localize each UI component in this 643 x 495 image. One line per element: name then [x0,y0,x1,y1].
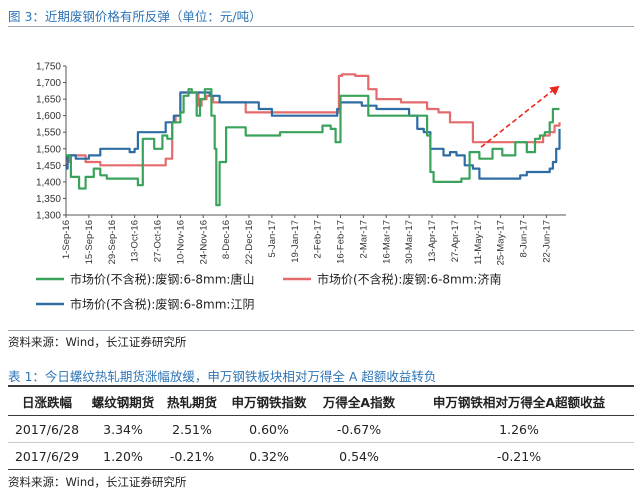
y-tick-label: 1,650 [36,95,61,106]
y-tick-label: 1,350 [36,194,61,205]
trend-arrow-head [549,85,560,96]
legend-label: 市场价(不含税):废钢:6-8mm:江阴 [70,297,254,312]
trend-arrow [480,85,560,148]
legend-label: 市场价(不含税):废钢:6-8mm:唐山 [70,272,254,287]
y-axis: 1,300 1,350 1,400 1,450 1,500 1,550 1,600 1,650… [36,62,67,222]
y-tick-label: 1,600 [36,111,61,122]
cell-wind-all-a: 0.54% [314,442,404,470]
cell-sw-steel: 0.32% [224,442,314,470]
col-header-sw-steel-index: 申万钢铁指数 [224,386,314,416]
cell-date: 2017/6/28 [8,415,86,443]
title-divider [8,26,634,27]
series-line-jinan [66,73,561,167]
y-tick-label: 1,750 [36,62,61,73]
source-note-chart: 资料来源：Wind，长江证券研究所 [8,335,187,349]
col-header-date: 日涨跌幅 [8,386,86,416]
cell-rebar: 1.20% [86,442,160,470]
x-tick-label: 16-Mar-17 [381,220,392,264]
x-tick-label: 25-May-17 [496,220,507,265]
cell-hrc: 2.51% [160,415,224,443]
cell-hrc: -0.21% [160,442,224,470]
x-tick-label: 22-Jun-17 [541,220,552,263]
y-tick-label: 1,300 [36,211,61,222]
series-layer [66,73,561,207]
x-tick-label: 27-Oct-16 [153,220,164,262]
legend-label: 市场价(不含税):废钢:6-8mm:济南 [317,272,501,287]
y-tick-label: 1,700 [36,78,61,89]
table-header-row: 日涨跌幅 螺纹钢期货 热轧期货 申万钢铁指数 万得全A指数 申万钢铁相对万得全A… [8,386,634,416]
x-tick-label: 1-Sep-16 [61,220,72,259]
y-tick-label: 1,450 [36,161,61,172]
col-header-rebar-futures: 螺纹钢期货 [86,386,160,416]
col-header-excess-return: 申万钢铁相对万得全A超额收益 [404,386,634,416]
cell-sw-steel: 0.60% [224,415,314,443]
x-tick-label: 24-Nov-16 [198,220,209,264]
legend: 市场价(不含税):废钢:6-8mm:唐山 市场价(不含税):废钢:6-8mm:济南… [36,272,501,312]
cell-excess: 1.26% [404,415,634,443]
x-tick-label: 8-Dec-16 [221,220,232,259]
series-line-tangshan [66,88,560,207]
x-axis: 1-Sep-16 15-Sep-16 29-Sep-16 13-Oct-16 27-Oc… [61,214,566,265]
y-tick-label: 1,500 [36,144,61,155]
cell-excess: -0.21% [404,442,634,470]
table-row: 2017/6/28 3.34% 2.51% 0.60% -0.67% 1.26% [8,415,634,443]
y-tick-label: 1,400 [36,177,61,188]
x-tick-label: 19-Jan-17 [290,220,301,263]
x-tick-label: 27-Apr-17 [450,220,461,262]
y-tick-label: 1,550 [36,128,61,139]
returns-table: 日涨跌幅 螺纹钢期货 热轧期货 申万钢铁指数 万得全A指数 申万钢铁相对万得全A… [8,385,634,470]
col-header-hrc-futures: 热轧期货 [160,386,224,416]
cell-rebar: 3.34% [86,415,160,443]
table-row: 2017/6/29 1.20% -0.21% 0.32% 0.54% -0.21… [8,442,634,470]
x-tick-label: 2-Mar-17 [358,220,369,259]
x-tick-label: 2-Feb-17 [313,220,324,259]
col-header-wind-all-a: 万得全A指数 [314,386,404,416]
figure-title: 图 3：近期废钢价格有所反弹（单位：元/吨） [8,9,262,24]
x-tick-label: 13-Apr-17 [427,220,438,262]
table-title: 表 1：今日螺纹热轧期货涨幅放缓，申万钢铁板块相对万得全 A 超额收益转负 [8,369,437,384]
x-tick-label: 11-May-17 [473,220,484,265]
x-tick-label: 22-Dec-16 [244,220,255,264]
x-tick-label: 29-Sep-16 [107,220,118,264]
cell-date: 2017/6/29 [8,442,86,470]
source-note-table: 资料来源：Wind，长江证券研究所 [8,475,187,489]
x-tick-label: 30-Mar-17 [404,220,415,264]
trend-arrow-line [480,89,554,148]
series-line-jiangyin [66,91,561,180]
x-tick-label: 15-Sep-16 [84,220,95,264]
x-tick-label: 5-Jan-17 [267,220,278,258]
x-tick-label: 10-Nov-16 [175,220,186,264]
x-tick-label: 13-Oct-16 [130,220,141,262]
x-tick-label: 8-Jun-17 [519,220,530,258]
line-chart: 1,300 1,350 1,400 1,450 1,500 1,550 1,600 1,650… [36,62,566,312]
cell-wind-all-a: -0.67% [314,415,404,443]
chart-bottom-divider [8,330,634,331]
x-tick-label: 16-Feb-17 [336,220,347,264]
